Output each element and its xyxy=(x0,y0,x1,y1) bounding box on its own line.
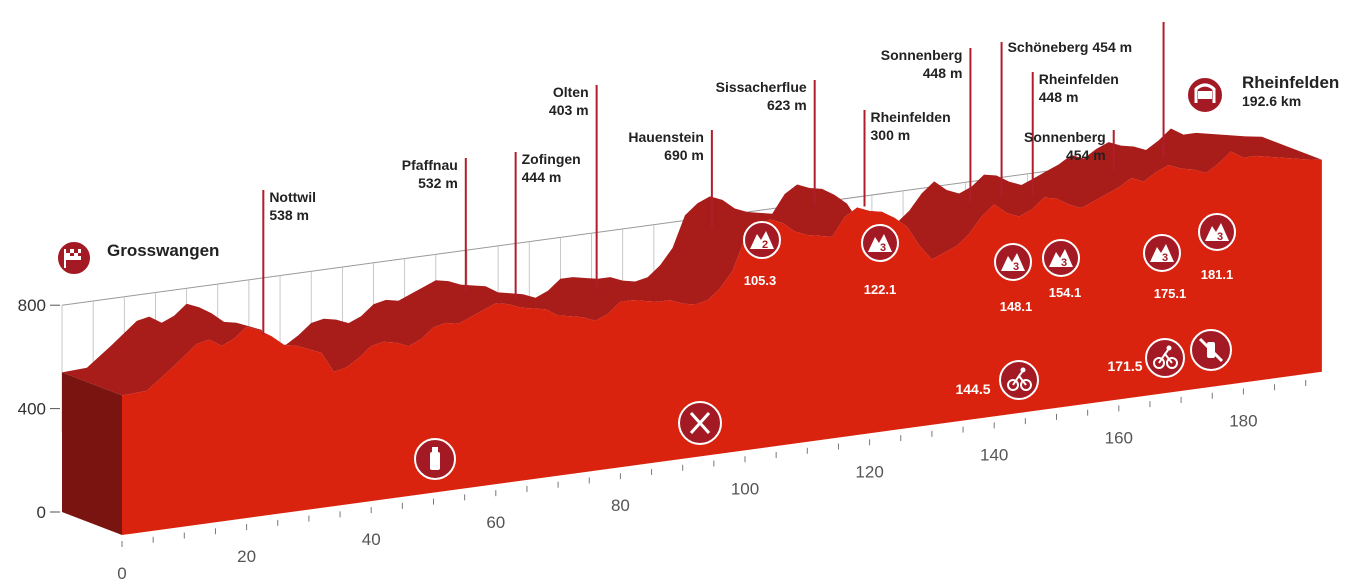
x-tick-label: 60 xyxy=(486,513,505,532)
x-tick-label: 20 xyxy=(237,547,256,566)
marker-km-label: 171.5 xyxy=(1107,358,1142,374)
landmark-label: Sonnenberg xyxy=(1024,129,1106,145)
x-tick-label: 0 xyxy=(117,564,126,583)
feed-bottle-icon xyxy=(414,438,456,480)
x-tick-label: 100 xyxy=(731,479,759,498)
landmark-pins: 2 3 3 3 3 3 xyxy=(262,22,1236,335)
svg-text:2: 2 xyxy=(762,239,768,251)
profile-side-face xyxy=(62,372,122,535)
landmark-label: Schöneberg 454 m xyxy=(1008,39,1133,55)
labels: Grosswangen Nottwil 538 m Pfaffnau 532 m Zofi… xyxy=(107,39,1339,397)
climb-category-icon: 2 xyxy=(743,221,781,259)
x-tick-label: 140 xyxy=(980,445,1008,464)
climb-category-icon: 3 xyxy=(1042,239,1080,277)
landmark-altitude: 532 m xyxy=(418,175,458,191)
x-tick-label: 160 xyxy=(1105,428,1133,447)
climb-category-icon: 3 xyxy=(994,243,1032,281)
svg-text:3: 3 xyxy=(1061,257,1067,269)
x-tick-label: 120 xyxy=(855,462,883,481)
svg-text:3: 3 xyxy=(1217,231,1223,243)
landmark-altitude: 623 m xyxy=(767,97,807,113)
finish-distance: 192.6 km xyxy=(1242,93,1301,109)
landmark-altitude: 454 m xyxy=(1066,147,1106,163)
cyclist-icon xyxy=(999,360,1039,400)
elevation-profile xyxy=(62,128,1322,535)
climb-category-icon: 3 xyxy=(1143,234,1181,272)
landmark-label: Pfaffnau xyxy=(402,157,458,173)
landmark-altitude: 690 m xyxy=(664,147,704,163)
landmark-altitude: 300 m xyxy=(871,127,911,143)
climb-category-icon: 3 xyxy=(1198,213,1236,251)
y-tick-label: 0 xyxy=(37,503,46,522)
svg-text:3: 3 xyxy=(1013,261,1019,273)
marker-km-label: 144.5 xyxy=(955,381,990,397)
svg-text:3: 3 xyxy=(880,242,886,254)
landmark-label: Zofingen xyxy=(522,151,581,167)
climb-km-label: 181.1 xyxy=(1201,267,1234,282)
landmark-altitude: 448 m xyxy=(1039,89,1079,105)
x-tick-label: 180 xyxy=(1229,411,1257,430)
landmark-label: Hauenstein xyxy=(628,129,703,145)
climb-km-label: 175.1 xyxy=(1154,286,1187,301)
axes: 0 20 40 60 80 100 120 140 160 180 0 400 800 xyxy=(18,296,1307,583)
profile-top-surface xyxy=(62,128,1322,396)
cyclist-icon xyxy=(1145,338,1185,378)
no-feeding-icon xyxy=(1190,329,1232,371)
climb-km-label: 154.1 xyxy=(1049,285,1082,300)
food-zone-icon xyxy=(678,401,722,445)
landmark-label: Nottwil xyxy=(269,189,316,205)
landmark-altitude: 448 m xyxy=(923,65,963,81)
landmark-altitude: 538 m xyxy=(269,207,309,223)
landmark-label: Olten xyxy=(553,84,589,100)
y-tick-label: 800 xyxy=(18,296,46,315)
landmark-label: Sissacherflue xyxy=(716,79,807,95)
landmark-altitude: 403 m xyxy=(549,102,589,118)
climb-km-label: 122.1 xyxy=(864,282,897,297)
x-tick-label: 40 xyxy=(362,530,381,549)
landmark-label: Sonnenberg xyxy=(881,47,963,63)
start-label: Grosswangen xyxy=(107,241,219,260)
finish-label: Rheinfelden xyxy=(1242,73,1339,92)
climb-km-label: 105.3 xyxy=(744,273,777,288)
x-tick-label: 80 xyxy=(611,496,630,515)
start-flag-icon xyxy=(56,240,92,276)
landmark-label: Rheinfelden xyxy=(1039,71,1119,87)
landmark-label: Rheinfelden xyxy=(871,109,951,125)
svg-text:3: 3 xyxy=(1162,252,1168,264)
landmark-altitude: 444 m xyxy=(522,169,562,185)
icons xyxy=(56,76,1232,480)
y-tick-label: 400 xyxy=(18,400,46,419)
finish-icon xyxy=(1186,76,1224,114)
climb-km-label: 148.1 xyxy=(1000,299,1033,314)
climb-category-icon: 3 xyxy=(861,224,899,262)
